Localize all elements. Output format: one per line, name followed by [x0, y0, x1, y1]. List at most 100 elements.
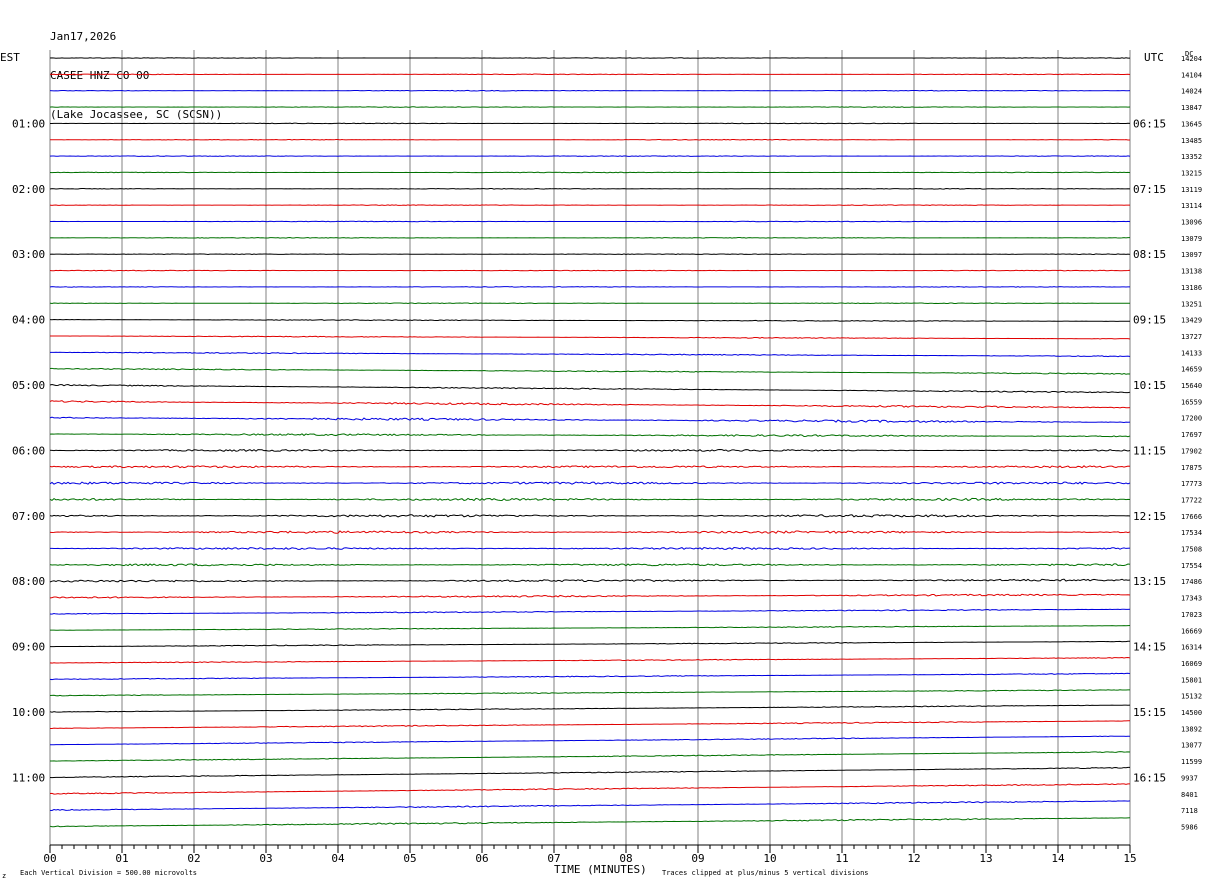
right-time-label: 12:15	[1133, 510, 1166, 523]
seismic-trace	[49, 625, 1131, 631]
seismic-trace	[49, 608, 1131, 615]
left-time-label: 04:00	[12, 314, 45, 327]
dc-offset-label: 13186	[1181, 284, 1202, 292]
seismic-trace	[49, 187, 1131, 190]
left-time-label: 01:00	[12, 117, 45, 130]
x-tick-label: 06	[475, 852, 488, 865]
seismic-trace	[49, 656, 1131, 664]
dc-offset-label: 17554	[1181, 562, 1202, 570]
seismic-trace	[49, 237, 1131, 239]
x-tick-label: 05	[403, 852, 416, 865]
dc-offset-label: 17486	[1181, 578, 1202, 586]
dc-offset-label: 9937	[1181, 774, 1198, 782]
dc-offset-label: 17697	[1181, 431, 1202, 439]
left-time-label: 08:00	[12, 575, 45, 588]
right-time-label: 13:15	[1133, 575, 1166, 588]
seismic-trace	[49, 449, 1131, 452]
right-timezone-label: UTC	[1144, 51, 1164, 64]
right-time-label: 15:15	[1133, 706, 1166, 719]
seismic-trace	[49, 766, 1130, 779]
left-time-label: 05:00	[12, 379, 45, 392]
dc-offset-label: 13645	[1181, 120, 1202, 128]
dc-offset-label: 13892	[1181, 725, 1202, 733]
seismic-trace	[49, 593, 1131, 599]
x-tick-label: 15	[1123, 852, 1136, 865]
seismic-trace	[49, 578, 1131, 583]
x-tick-label: 10	[763, 852, 776, 865]
dc-offset-label: 5986	[1181, 823, 1198, 831]
seismic-trace	[49, 720, 1131, 729]
dc-offset-label: 14104	[1181, 71, 1202, 79]
dc-offset-label: 14204	[1181, 55, 1202, 63]
dc-header-label: DC	[1185, 50, 1193, 58]
seismic-trace	[49, 171, 1131, 174]
seismic-trace	[49, 416, 1131, 423]
x-tick-label: 09	[691, 852, 704, 865]
dc-offset-label: 13847	[1181, 104, 1202, 112]
dc-offset-label: 16314	[1181, 644, 1202, 652]
x-tick-label: 00	[43, 852, 56, 865]
dc-offset-label: 14659	[1181, 366, 1202, 374]
x-axis-title: TIME (MINUTES)	[554, 863, 647, 876]
dc-offset-label: 17666	[1181, 513, 1202, 521]
left-time-label: 07:00	[12, 510, 45, 523]
dc-offset-label: 14133	[1181, 349, 1202, 357]
dc-offset-label: 17534	[1181, 529, 1202, 537]
right-time-label: 08:15	[1133, 248, 1166, 261]
dc-offset-label: 13114	[1181, 202, 1202, 210]
x-tick-label: 13	[979, 852, 992, 865]
seismic-trace	[49, 220, 1131, 223]
header-date: Jan17,2026	[50, 30, 117, 43]
left-time-label: 06:00	[12, 444, 45, 457]
x-tick-label: 12	[907, 852, 920, 865]
dc-offset-label: 17722	[1181, 496, 1202, 504]
x-tick-label: 07	[547, 852, 560, 865]
seismic-trace	[49, 106, 1131, 108]
dc-offset-label: 15640	[1181, 382, 1202, 390]
seismic-trace	[49, 204, 1130, 206]
right-time-label: 07:15	[1133, 183, 1166, 196]
dc-offset-label: 13727	[1181, 333, 1202, 341]
seismic-trace	[49, 155, 1131, 157]
seismic-trace	[49, 253, 1131, 256]
clip-note: Traces clipped at plus/minus 5 vertical …	[662, 869, 869, 877]
seismic-trace	[49, 465, 1131, 469]
left-time-label: 02:00	[12, 183, 45, 196]
seismic-trace	[49, 57, 1131, 59]
seismic-trace	[49, 367, 1131, 375]
seismic-trace	[49, 817, 1131, 828]
dc-offset-label: 15801	[1181, 676, 1202, 684]
right-time-label: 16:15	[1133, 771, 1166, 784]
right-time-label: 06:15	[1133, 117, 1166, 130]
dc-offset-label: 17200	[1181, 415, 1202, 423]
right-time-label: 14:15	[1133, 641, 1166, 654]
dc-offset-label: 13429	[1181, 317, 1202, 325]
dc-offset-label: 13485	[1181, 137, 1202, 145]
seismic-trace	[49, 89, 1131, 92]
dc-offset-label: 16559	[1181, 398, 1202, 406]
seismic-trace	[49, 800, 1131, 812]
dc-offset-label: 11599	[1181, 758, 1202, 766]
seismic-trace	[49, 640, 1131, 648]
seismic-trace	[49, 335, 1131, 340]
dc-offset-label: 13097	[1181, 251, 1202, 259]
seismic-trace	[49, 672, 1131, 681]
dc-offset-label: 13079	[1181, 235, 1202, 243]
dc-offset-label: 16669	[1181, 627, 1202, 635]
seismic-trace	[49, 704, 1131, 713]
seismic-trace	[49, 351, 1131, 358]
x-tick-label: 01	[115, 852, 128, 865]
seismic-trace	[49, 783, 1131, 795]
axis-labels: 00 01 02 03 04 05 06 07 08 09 10 11 12 13 14 15 14204 141…	[12, 55, 1202, 865]
dc-offset-label: 16069	[1181, 660, 1202, 668]
x-tick-label: 04	[331, 852, 345, 865]
seismic-trace	[49, 547, 1131, 551]
seismic-trace	[49, 302, 1131, 305]
seismic-trace	[49, 689, 1131, 697]
seismic-trace	[49, 269, 1131, 272]
dc-offset-label: 15132	[1181, 693, 1202, 701]
x-tick-label: 11	[835, 852, 848, 865]
seismic-trace	[49, 751, 1131, 762]
right-time-label: 10:15	[1133, 379, 1166, 392]
